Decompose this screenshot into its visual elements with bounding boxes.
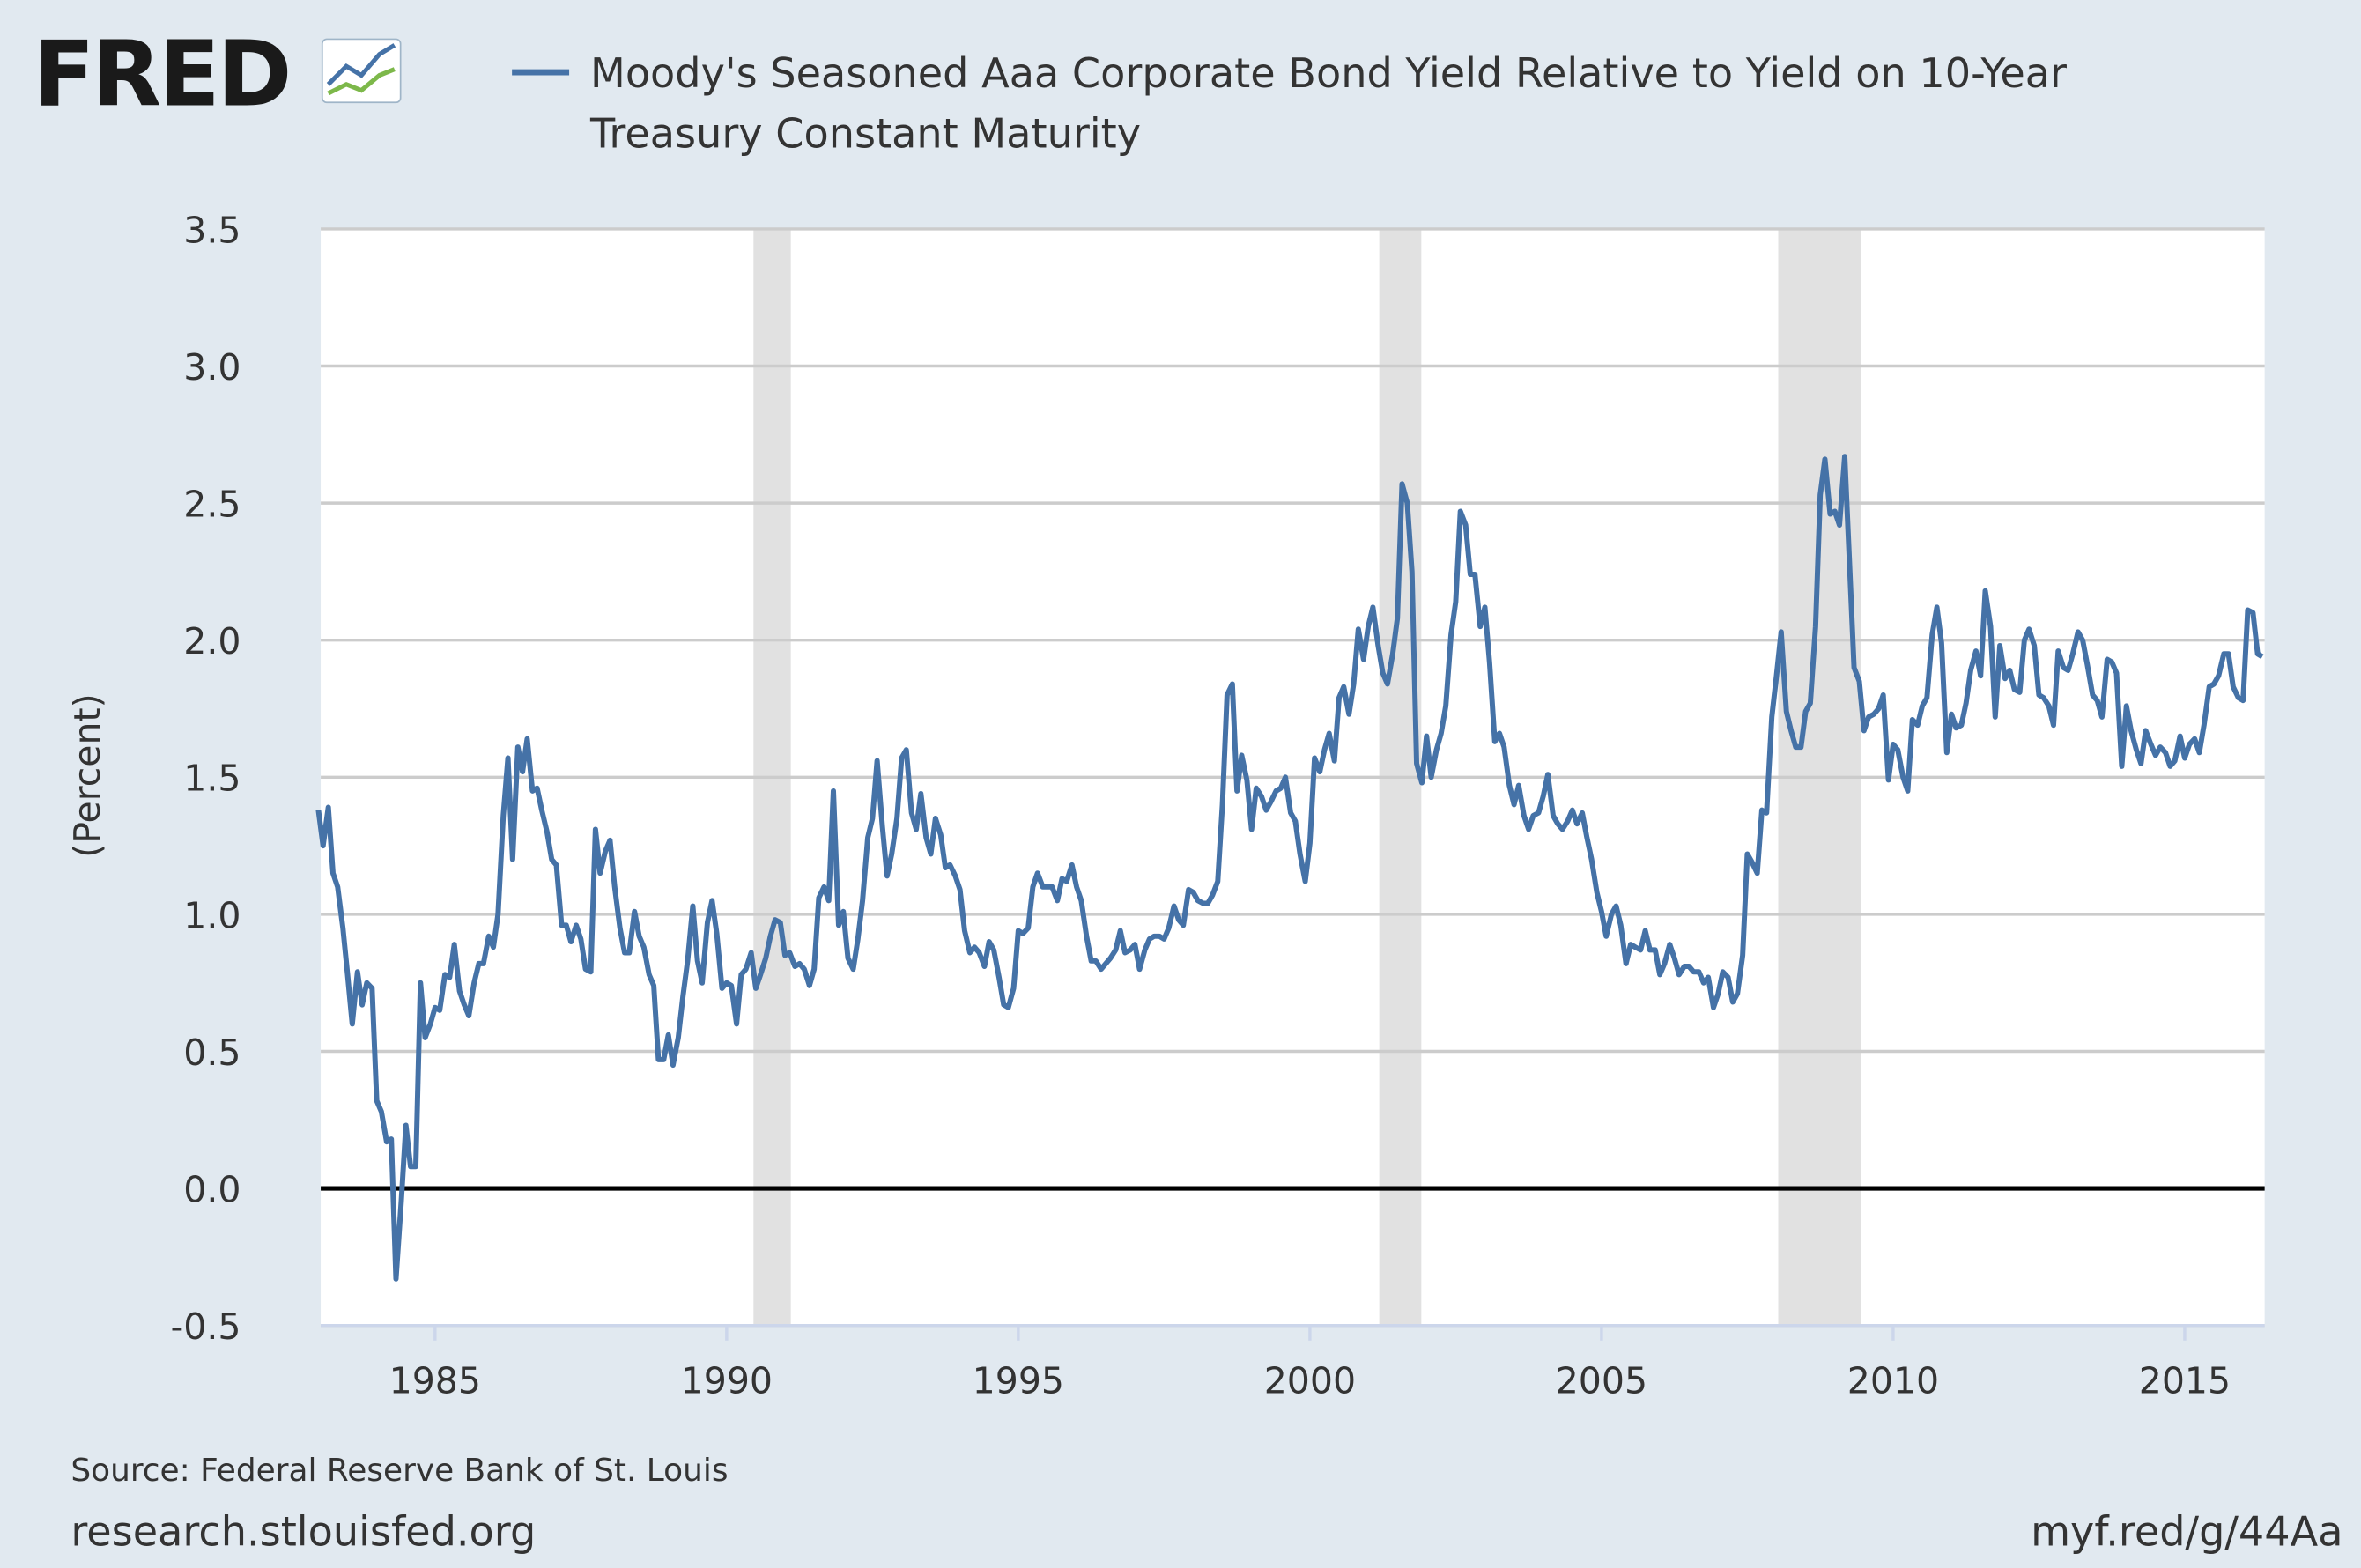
footer-left: research.stlouisfed.org: [70, 1509, 537, 1557]
y-tick-label: 0.0: [183, 1168, 241, 1210]
x-tick-label: 2005: [1556, 1360, 1647, 1402]
y-tick-label: 2.0: [183, 620, 241, 662]
y-tick-label: -0.5: [170, 1305, 241, 1348]
footer-right: myf.red/g/44Aa: [2031, 1509, 2343, 1557]
series-line: [315, 454, 2264, 1282]
x-tick-label: 1985: [389, 1360, 481, 1402]
legend-text: Moody's Seasoned Aaa Corporate Bond Yiel…: [590, 51, 2068, 159]
y-tick-label: 3.0: [183, 346, 241, 388]
x-tick-label: 1995: [973, 1360, 1064, 1402]
y-tick-label: 1.5: [183, 758, 241, 800]
y-tick-label: 3.5: [183, 209, 241, 251]
y-tick-label: 0.5: [183, 1032, 241, 1074]
y-tick-label: 1.0: [183, 894, 241, 936]
x-tick-label: 1990: [681, 1360, 773, 1402]
x-tick-label: 2015: [2139, 1360, 2231, 1402]
y-axis-label: (Percent): [66, 693, 108, 857]
logo: FRED: [33, 23, 290, 128]
x-tick-label: 2010: [1847, 1360, 1939, 1402]
source: Source: Federal Reserve Bank of St. Loui…: [70, 1452, 729, 1489]
x-tick-label: 2000: [1264, 1360, 1356, 1402]
y-tick-label: 2.5: [183, 483, 241, 525]
logo-icon: [321, 38, 402, 104]
